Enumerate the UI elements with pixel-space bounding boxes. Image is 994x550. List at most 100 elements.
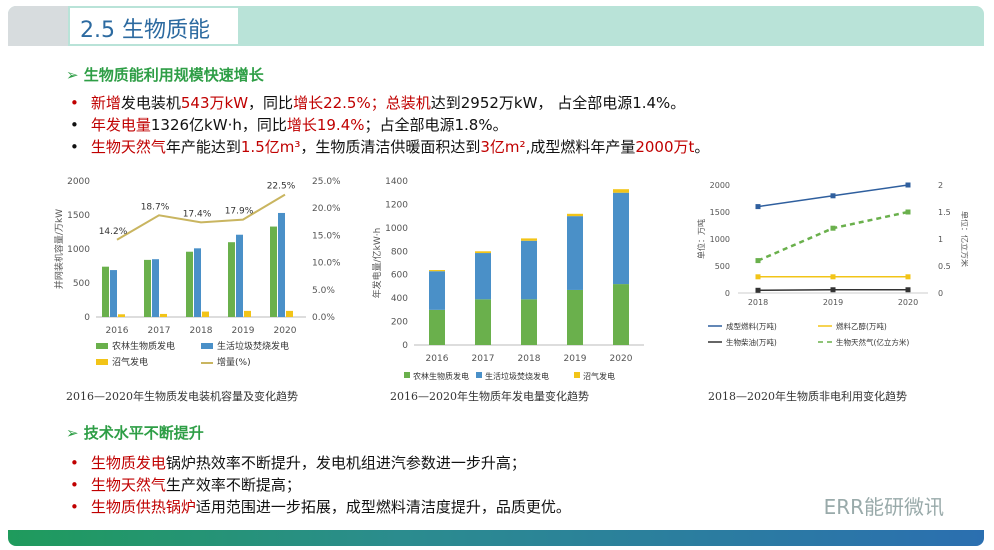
y-tick-label: 1400 (385, 177, 408, 187)
legend-label: 生活垃圾焚烧发电 (217, 340, 289, 352)
bar (202, 311, 209, 317)
bullet-text: ,成型燃料年产量 (525, 138, 636, 156)
y2-tick-label: 1.5 (938, 208, 951, 217)
bar (278, 212, 285, 317)
bullet-item: • 年发电量1326亿kW·h，同比增长19.4%；占全部电源1.8%。 (70, 114, 508, 135)
bullet-text: ，生物质清洁供暖面积达到 (300, 138, 481, 156)
stacked-bar-segment (429, 271, 445, 310)
bullet-item: • 生物天然气生产效率不断提高； (70, 474, 301, 495)
legend-label: 农林生物质发电 (112, 340, 175, 352)
y2-tick-label: 0.5 (938, 262, 951, 271)
bullet-dot: • (70, 116, 79, 134)
bullet-text: ；占全部电源1.8%。 (364, 116, 508, 134)
x-tick-label: 2018 (518, 354, 541, 364)
bullet-text: 2000万t (635, 138, 695, 156)
stacked-bar-segment (521, 299, 537, 345)
bullet-text: 生物质发电 (90, 454, 166, 472)
bullet-text: 1.5亿m³ (240, 138, 301, 156)
x-tick-label: 2016 (106, 326, 129, 336)
bullet-text: 增长22.5%； (293, 94, 386, 112)
bar (110, 270, 117, 317)
legend-label: 沼气发电 (583, 371, 615, 381)
caption-chart1: 2016—2020年生物质发电装机容量及变化趋势 (66, 390, 298, 403)
y-tick-label: 1500 (67, 211, 90, 221)
bar (228, 242, 235, 317)
section-heading-tech: ➢ 技术水平不断提升 (66, 424, 204, 442)
growth-line (116, 193, 286, 241)
legend-label: 沼气发电 (112, 356, 148, 368)
data-point (755, 258, 761, 264)
y2-tick-label: 0.0% (312, 313, 335, 323)
stacked-bar-segment (429, 309, 445, 345)
bullet-text: 生物天然气 (90, 138, 166, 156)
stacked-bar-segment (521, 238, 537, 241)
chart-nonpower: 0 500 1000 1500 2000 0 0.5 1 1.5 2 单位：万吨 单位：亿立方米 201… (696, 181, 968, 347)
caption-chart3: 2018—2020年生物质非电利用变化趋势 (708, 390, 907, 403)
legend-swatch (476, 372, 482, 378)
y-tick-label: 200 (391, 318, 408, 328)
bullet-text: 总装机 (385, 94, 431, 112)
x-tick-label: 2020 (274, 326, 297, 336)
x-tick-label: 2018 (190, 326, 213, 336)
legend-label: 生活垃圾焚烧发电 (485, 371, 549, 381)
y-tick-label: 600 (391, 271, 408, 281)
x-tick-label: 2019 (823, 298, 843, 307)
bullet-text: 适用范围进一步拓展，成型燃料清洁度提升，品质更优。 (195, 498, 571, 516)
legend-label: 生物柴油(万吨) (726, 337, 777, 347)
data-point (830, 274, 836, 280)
bullet-text: ，同比 (248, 94, 294, 112)
legend-swatch (96, 343, 108, 349)
data-point (755, 287, 761, 293)
bullet-text: 1326亿kW·h，同比 (150, 116, 287, 134)
bullet-text: 年发电量 (90, 116, 151, 134)
chart-generation: 0 200 400 600 800 1000 1200 1400 年发电量/亿kW·h 2016 2… (371, 177, 644, 381)
y2-tick-label: 15.0% (312, 231, 341, 241)
x-tick-label: 2020 (610, 354, 633, 364)
y2-tick-label: 20.0% (312, 204, 341, 214)
data-label: 18.7% (141, 202, 170, 212)
bullet-text: 生产效率不断提高； (165, 476, 301, 494)
caption-chart2: 2016—2020年生物质年发电量变化趋势 (390, 390, 589, 403)
stacked-bar-segment (567, 289, 583, 345)
y-axis-label: 年发电量/亿kW·h (371, 228, 383, 299)
bar (102, 266, 109, 317)
legend-label: 增量(%) (217, 356, 251, 368)
x-tick-label: 2020 (898, 298, 918, 307)
bottom-bar (8, 530, 984, 546)
bar (194, 248, 201, 317)
stacked-bar-segment (429, 270, 445, 272)
data-label: 14.2% (99, 227, 128, 237)
bar (286, 310, 293, 317)
y2-tick-label: 1 (938, 235, 943, 244)
x-tick-label: 2017 (472, 354, 495, 364)
page-title: 2.5 生物质能 (80, 18, 210, 43)
watermark: ERR能研微讯 (823, 495, 944, 519)
x-tick-label: 2019 (564, 354, 587, 364)
y-tick-label: 400 (391, 294, 408, 304)
bullet-text: 生物天然气 (90, 476, 166, 494)
y-tick-label: 1200 (385, 200, 408, 210)
series-line (757, 210, 909, 262)
stacked-bar-segment (475, 251, 491, 254)
y-tick-label: 2000 (67, 177, 90, 187)
bar (160, 313, 167, 317)
legend-swatch (96, 359, 108, 365)
legend-label: 燃料乙醇(万吨) (836, 321, 887, 331)
bullet-text: 年产能达到 (165, 138, 241, 156)
bullet-text: 达到2952万kW， 占全部电源1.4%。 (430, 94, 686, 112)
y2-tick-label: 10.0% (312, 259, 341, 269)
stacked-bar-segment (475, 299, 491, 345)
bullet-dot: • (70, 94, 79, 112)
legend-swatch (404, 372, 410, 378)
title-accent (8, 6, 68, 46)
data-point (905, 274, 911, 280)
slide: 2.5 生物质能 ➢ 生物质能利用规模快速增长 • 新增发电装机543万kW，同比… (8, 6, 984, 546)
bullet-text: 锅炉热效率不断提升，发电机组进汽参数进一步升高； (165, 454, 526, 472)
section-heading-scale: ➢ 生物质能利用规模快速增长 (66, 66, 264, 84)
legend-label: 成型燃料(万吨) (726, 321, 777, 331)
x-tick-label: 2018 (748, 298, 768, 307)
bar (144, 259, 151, 317)
data-point (905, 182, 911, 188)
bullet-item: • 生物质发电锅炉热效率不断提升，发电机组进汽参数进一步升高； (70, 452, 526, 473)
data-point (830, 225, 836, 231)
